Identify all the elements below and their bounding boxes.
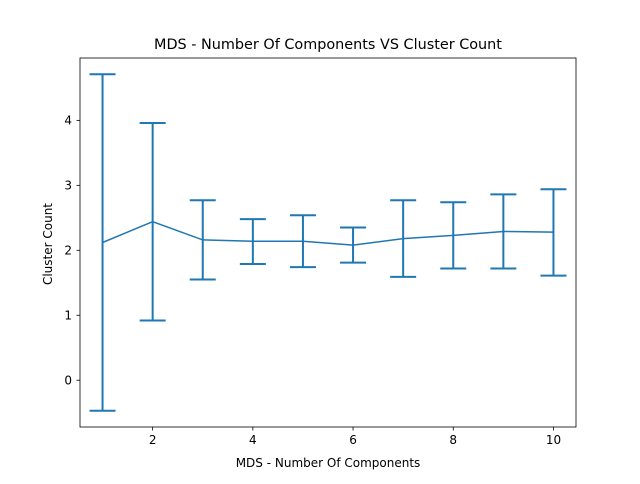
y-axis-label: Cluster Count: [41, 203, 55, 285]
x-tick-label: 4: [249, 433, 257, 447]
x-tick-label: 6: [349, 433, 357, 447]
y-axis-ticks: 0 1 2 3 4: [64, 114, 80, 388]
y-tick-label: 1: [64, 309, 72, 323]
x-tick-label: 10: [546, 433, 561, 447]
series-line: [102, 220, 554, 246]
axes-frame: [79, 57, 577, 428]
x-axis-label: MDS - Number Of Components: [236, 456, 421, 470]
y-tick-label: 0: [64, 374, 72, 388]
x-tick-label: 2: [149, 433, 157, 447]
chart-title: MDS - Number Of Components VS Cluster Co…: [154, 37, 502, 53]
x-tick-label: 8: [449, 433, 457, 447]
plot-area: [89, 73, 567, 412]
y-tick-label: 3: [64, 179, 72, 193]
y-tick-label: 2: [64, 244, 72, 258]
y-tick-label: 4: [64, 114, 72, 128]
x-axis-ticks: 2 4 6 8 10: [149, 427, 561, 447]
